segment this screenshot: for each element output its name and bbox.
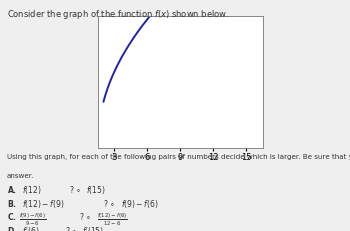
Text: $\mathbf{D.}$  $f'(6)$: $\mathbf{D.}$ $f'(6)$ (7, 225, 40, 231)
Text: ? $\circ$: ? $\circ$ (79, 211, 91, 222)
Text: Consider the graph of the function $f(x)$ shown below.: Consider the graph of the function $f(x)… (7, 8, 229, 21)
Text: ? $\circ$: ? $\circ$ (65, 225, 77, 231)
Text: $\mathbf{C.}$: $\mathbf{C.}$ (7, 211, 17, 222)
Text: ? $\circ$: ? $\circ$ (103, 198, 115, 209)
Text: $f(15)$: $f(15)$ (86, 184, 105, 196)
Text: answer.: answer. (7, 173, 34, 179)
Text: ? $\circ$: ? $\circ$ (69, 184, 81, 195)
Text: $f(9) - f(6)$: $f(9) - f(6)$ (121, 198, 159, 210)
Text: $\frac{f(12)-f(6)}{12-6}$: $\frac{f(12)-f(6)}{12-6}$ (97, 211, 128, 228)
Text: $\mathbf{B.}$  $f(12) - f(9)$: $\mathbf{B.}$ $f(12) - f(9)$ (7, 198, 65, 210)
Text: Using this graph, for each of the following pairs of numbers decide which is lar: Using this graph, for each of the follow… (7, 154, 350, 160)
Text: $\frac{f(9)-f(6)}{9-6}$: $\frac{f(9)-f(6)}{9-6}$ (19, 211, 47, 228)
Text: $\mathbf{A.}$  $f(12)$: $\mathbf{A.}$ $f(12)$ (7, 184, 42, 196)
Text: $f'(15)$: $f'(15)$ (82, 225, 104, 231)
